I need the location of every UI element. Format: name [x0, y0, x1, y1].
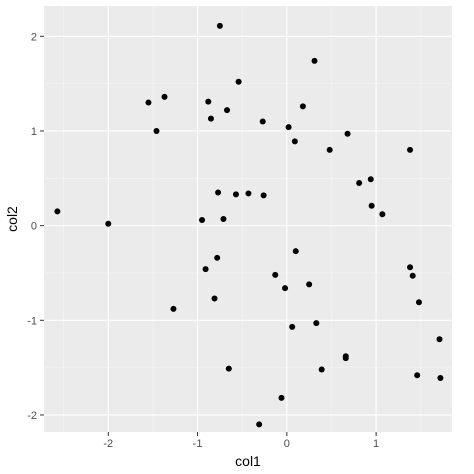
data-point — [379, 211, 386, 218]
y-tick-label: 1 — [31, 126, 37, 138]
y-axis-ticks: -2 -1 0 1 2 — [27, 31, 44, 422]
data-point — [414, 372, 421, 379]
data-point — [356, 180, 363, 187]
data-point — [161, 93, 168, 100]
data-point — [285, 124, 292, 131]
y-tick-label: -2 — [27, 410, 37, 422]
data-point — [170, 305, 177, 312]
data-point — [292, 248, 299, 255]
data-point — [215, 189, 222, 196]
data-point — [205, 98, 212, 105]
data-point — [407, 264, 414, 271]
data-point — [272, 271, 279, 278]
x-tick-label: -1 — [193, 438, 203, 450]
data-point — [235, 78, 242, 85]
data-point — [211, 295, 218, 302]
data-point — [199, 216, 206, 223]
y-tick-label: -1 — [27, 315, 37, 327]
data-point — [306, 281, 313, 288]
data-point — [220, 216, 227, 222]
data-point — [318, 366, 325, 373]
data-point — [202, 266, 209, 273]
x-tick-label: -2 — [103, 438, 113, 450]
x-axis-ticks: -2 -1 0 1 — [103, 432, 379, 450]
y-tick-label: 2 — [31, 31, 37, 43]
data-point — [216, 22, 223, 29]
data-point — [311, 57, 318, 64]
data-point — [260, 192, 267, 199]
data-point — [282, 285, 289, 292]
data-point — [291, 138, 298, 145]
x-axis-title: col1 — [235, 453, 261, 469]
data-point — [153, 127, 160, 134]
x-tick-label: 0 — [284, 438, 290, 450]
data-point — [436, 336, 443, 343]
data-point — [415, 299, 422, 306]
data-point — [326, 146, 333, 153]
data-point — [409, 272, 416, 279]
data-point — [278, 394, 285, 401]
data-point — [207, 115, 214, 122]
data-point — [54, 208, 61, 215]
plot-panel — [44, 6, 452, 432]
major-gridlines — [44, 6, 452, 432]
data-point — [367, 176, 374, 183]
data-point — [437, 375, 444, 382]
data-point — [232, 191, 239, 198]
data-point — [214, 254, 221, 261]
data-point — [224, 107, 231, 114]
data-point — [289, 323, 296, 330]
data-point — [105, 220, 112, 227]
data-point — [313, 320, 320, 327]
data-point — [245, 190, 252, 197]
data-point — [259, 118, 266, 125]
data-point — [145, 99, 152, 106]
data-point — [299, 103, 306, 110]
minor-gridlines — [44, 6, 452, 432]
data-point — [256, 421, 263, 428]
data-point — [225, 365, 232, 372]
x-tick-label: 1 — [373, 438, 379, 450]
data-point — [342, 355, 349, 362]
data-point — [407, 146, 414, 153]
y-tick-label: 0 — [31, 221, 37, 233]
data-point — [368, 202, 375, 209]
data-point — [344, 130, 351, 137]
y-axis-title: col2 — [4, 206, 20, 232]
data-points — [54, 22, 444, 428]
